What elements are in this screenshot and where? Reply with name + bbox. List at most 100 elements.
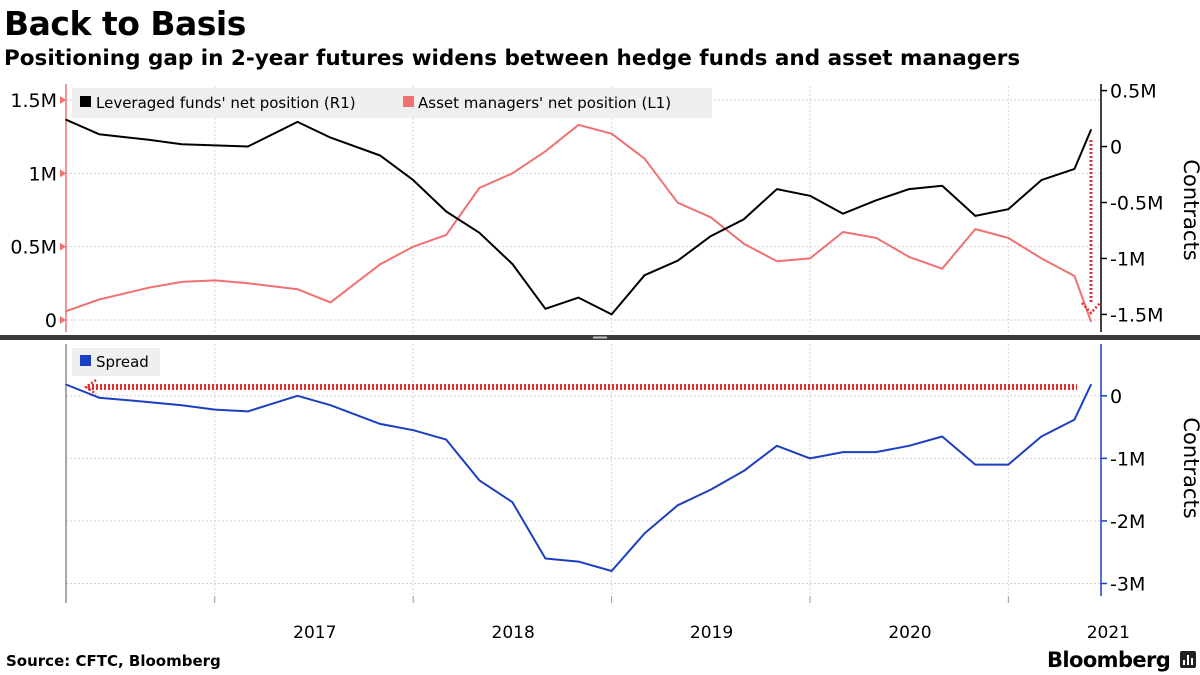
series-asset-managers-line-point (809, 257, 811, 260)
series-spread-line-point (776, 445, 778, 447)
series-spread-line-point (214, 408, 216, 411)
series-asset-managers-line-point (247, 282, 249, 285)
series-spread-line-point (577, 560, 580, 563)
series-asset-managers-line-point (445, 234, 448, 236)
series-spread-line-point (710, 488, 712, 491)
series-spread-line-point (544, 557, 547, 560)
series-asset-managers-line-point (1090, 320, 1092, 323)
series-asset-managers-line-point (329, 301, 332, 304)
series-leveraged-funds-line (65, 118, 1092, 316)
x-tick-label: 2020 (888, 623, 931, 643)
series-spread-line-point (180, 404, 183, 407)
series-leveraged-funds-line-point (710, 235, 712, 237)
spread-arrow-annotation (83, 378, 1077, 396)
series-leveraged-funds-line-point (610, 313, 613, 316)
series-asset-managers-line-point (842, 231, 844, 233)
series-asset-managers-line-point (974, 228, 977, 230)
series-spread-line-point (329, 404, 332, 407)
top-legend: Leveraged funds' net position (R1) Asset… (72, 88, 712, 118)
left-tick-marker (60, 242, 66, 251)
series-spread-line-point (445, 438, 448, 441)
x-tick-label: 2018 (492, 623, 535, 643)
series-asset-managers-line-point (610, 132, 613, 135)
series-spread-line-point (1007, 463, 1010, 466)
series-asset-managers-line-point (875, 237, 877, 239)
right-tick-label: -1.5M (1110, 304, 1163, 326)
series-leveraged-funds-line-point (147, 139, 150, 141)
left-tick-label: 0 (45, 310, 57, 332)
grid-lines (66, 86, 1101, 596)
chart-subtitle: Positioning gap in 2-year futures widens… (4, 46, 1021, 71)
series-asset-managers-line-point (65, 310, 67, 313)
series-leveraged-funds-line-point (329, 136, 332, 139)
series-leveraged-funds-line-point (1007, 208, 1010, 210)
series-spread-line-point (974, 463, 977, 466)
series-leveraged-funds-line-point (1040, 179, 1043, 181)
right-tick-label: -2M (1110, 511, 1145, 533)
axis-ticks: 2017 2018 2019 2020 2021 1.5M 1M 0.5M 0 0.5M 0 -0.5… (10, 81, 1163, 643)
series-asset-managers-line-point (511, 172, 514, 175)
series-spread-line-point (743, 470, 745, 472)
series-leveraged-funds-line-point (544, 308, 547, 310)
series-spread-line-point (842, 451, 844, 453)
bottom-right-axis-title: Contracts (1179, 417, 1200, 518)
series-asset-managers-line-point (1040, 257, 1043, 260)
series-spread-line-point (809, 457, 811, 460)
series-leveraged-funds-line-point (974, 215, 977, 217)
top-legend-background (72, 88, 712, 118)
series-leveraged-funds-line-point (643, 274, 646, 277)
series-leveraged-funds-line-point (445, 210, 448, 213)
x-tick-label: 2017 (293, 623, 336, 643)
series-asset-managers-line-point (379, 263, 381, 266)
series-spread-line-point (941, 435, 943, 438)
spread-arrow-head-left (83, 378, 97, 396)
series-leveraged-funds-line-point (875, 199, 877, 202)
legend-swatch-spread (80, 355, 91, 366)
left-tick-label: 0.5M (10, 237, 57, 259)
series-leveraged-funds-line-point (908, 188, 910, 190)
left-tick-label: 1M (29, 163, 57, 185)
series-leveraged-funds-line-point (98, 133, 100, 135)
series-leveraged-funds-line-point (511, 263, 514, 265)
gap-arrow-head-down (1081, 302, 1101, 315)
series-spread-line-point (1040, 435, 1043, 438)
left-tick-marker (60, 96, 66, 104)
series-asset-managers-line-point (941, 267, 943, 270)
right-tick-label: 0.5M (1110, 81, 1157, 103)
series-leveraged-funds-line-point (296, 121, 299, 123)
series-asset-managers-line-point (1007, 237, 1010, 239)
bottom-legend: Spread (72, 348, 160, 376)
series-asset-managers-line-point (710, 216, 712, 219)
series-asset-managers-line-point (1073, 275, 1076, 277)
series-asset-managers-line-point (643, 157, 646, 160)
series-asset-managers-line-point (147, 286, 150, 289)
legend-label-leveraged: Leveraged funds' net position (R1) (96, 94, 356, 112)
right-tick-label: 0 (1110, 137, 1122, 159)
series-leveraged-funds-line-point (743, 218, 745, 221)
series-leveraged-funds-line-point (676, 259, 679, 262)
legend-swatch-asset-managers (403, 96, 414, 107)
series-spread-line-point (379, 423, 381, 425)
gap-arrow-annotation (1081, 140, 1101, 315)
series-asset-managers-line-point (98, 298, 100, 301)
series-spread-line-point (478, 479, 481, 482)
legend-label-asset-managers: Asset managers' net position (L1) (418, 94, 671, 112)
series-spread-line-point (875, 451, 877, 453)
series-leveraged-funds-line-point (214, 144, 216, 147)
series-asset-managers-line-point (180, 281, 183, 283)
series-asset-managers-line-point (214, 279, 216, 282)
series-asset-managers-line-point (478, 187, 481, 189)
series-asset-managers-line-point (776, 260, 778, 263)
series-asset-managers-line-point (676, 201, 679, 204)
series-leveraged-funds-line-point (1073, 168, 1076, 170)
x-tick-label: 2019 (690, 623, 733, 643)
panel-divider-grip[interactable] (593, 336, 607, 339)
x-tick-label: 2021 (1087, 623, 1130, 643)
series-leveraged-funds-line-point (776, 188, 778, 190)
series-leveraged-funds-line-point (180, 143, 183, 146)
series-leveraged-funds-line-point (842, 212, 844, 215)
chart-title: Back to Basis (4, 4, 246, 43)
series-spread-line-point (511, 501, 514, 504)
series-asset-managers-line (65, 123, 1092, 322)
right-tick-label: 0 (1110, 386, 1122, 408)
